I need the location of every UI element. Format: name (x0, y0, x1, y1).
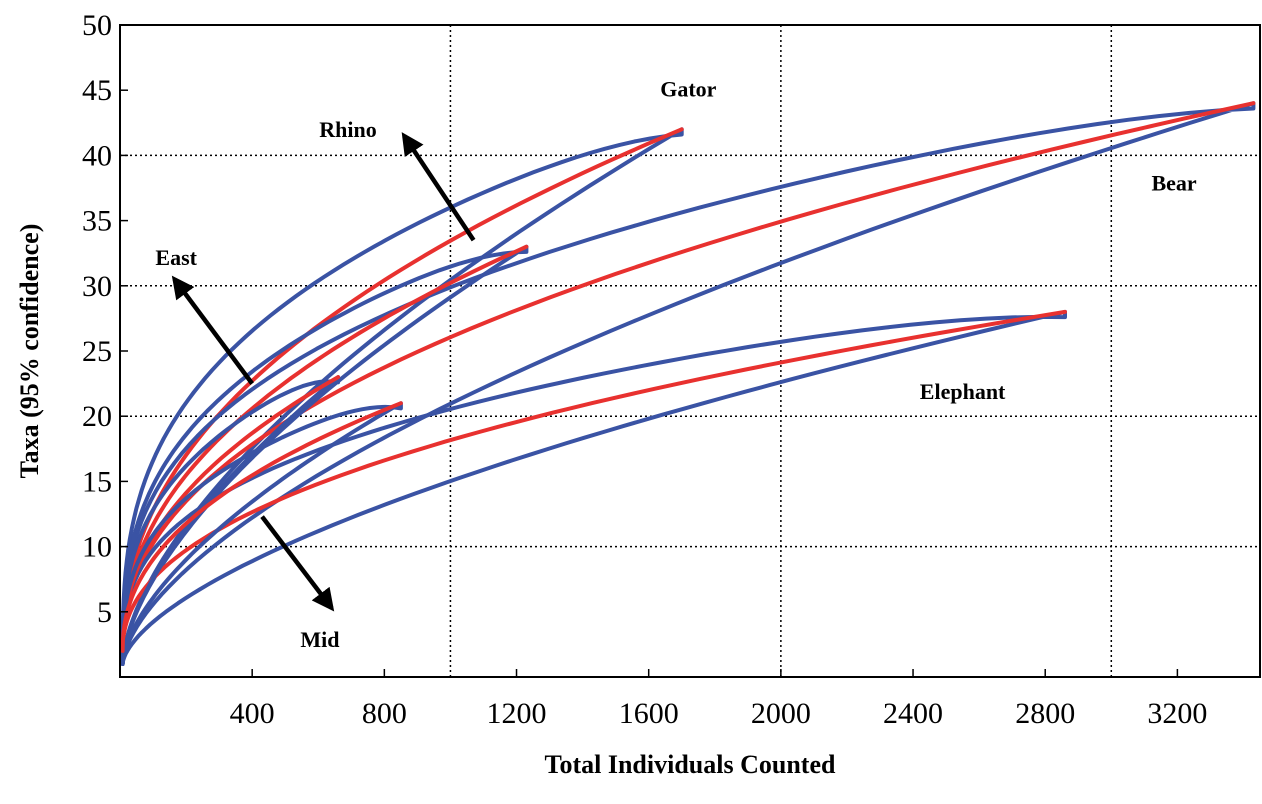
series-labels: Gator Rhino East Mid Bear Elephant (155, 77, 1197, 652)
series-bear (120, 101, 1256, 666)
rarefaction-curve (120, 101, 1256, 653)
plot-frame (119, 24, 1261, 678)
rarefaction-curve (120, 401, 403, 653)
rarefaction-curve (120, 375, 341, 653)
series-label-gator: Gator (660, 77, 716, 102)
x-tick-label: 2400 (883, 697, 943, 730)
series-label-rhino: Rhino (319, 117, 376, 142)
y-tick-label: 5 (97, 596, 112, 629)
y-tick-label: 50 (82, 9, 112, 42)
x-tick-label: 1600 (619, 697, 679, 730)
y-tick-label: 25 (82, 335, 112, 368)
y-tick-label: 30 (82, 270, 112, 303)
series-label-elephant: Elephant (920, 379, 1006, 404)
y-tick-label: 40 (82, 139, 112, 172)
rarefaction-curve (120, 127, 684, 653)
axis-ticks: 400 800 1200 1600 2000 2400 2800 3200 5 10 15 20 25 3… (82, 9, 1207, 730)
plot-series (120, 101, 1256, 666)
annotation-arrow (260, 515, 335, 612)
rarefaction-curve (120, 309, 1067, 653)
confidence-loop (120, 375, 341, 666)
confidence-loop (120, 101, 1256, 666)
x-axis-title: Total Individuals Counted (545, 750, 836, 779)
y-axis-title: Taxa (95% confidence) (15, 224, 44, 479)
grid-lines (120, 25, 1260, 677)
series-mid (120, 401, 403, 666)
y-tick-label: 45 (82, 74, 112, 107)
annotation-arrow (401, 132, 476, 242)
annotation-arrows (171, 132, 476, 612)
series-label-mid: Mid (300, 627, 339, 652)
y-tick-label: 15 (82, 465, 112, 498)
x-tick-label: 800 (362, 697, 407, 730)
x-tick-label: 400 (230, 697, 275, 730)
x-tick-label: 2000 (751, 697, 811, 730)
y-tick-label: 20 (82, 400, 112, 433)
annotation-arrow (171, 275, 254, 385)
series-label-bear: Bear (1151, 171, 1196, 196)
x-tick-label: 3200 (1147, 697, 1207, 730)
y-tick-label: 35 (82, 205, 112, 238)
y-tick-label: 10 (82, 531, 112, 564)
x-tick-label: 2800 (1015, 697, 1075, 730)
series-label-east: East (155, 245, 197, 270)
confidence-loop (120, 401, 403, 666)
x-tick-label: 1200 (487, 697, 547, 730)
